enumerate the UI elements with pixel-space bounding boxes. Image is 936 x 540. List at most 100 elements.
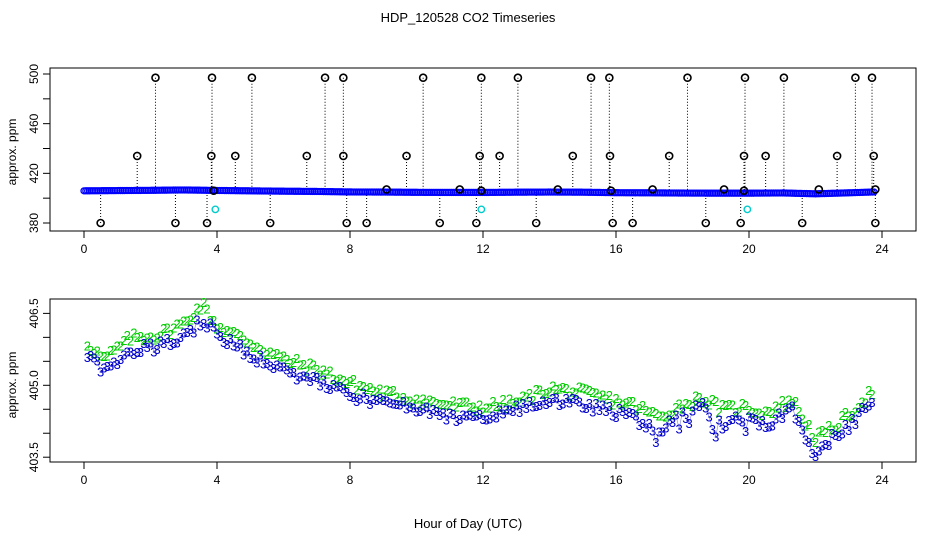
x-tick-label: 4 xyxy=(214,473,221,487)
series-2-point: 2 xyxy=(609,398,616,413)
series-3-point: 3 xyxy=(154,342,161,357)
series-2-point: 2 xyxy=(499,392,506,407)
series-2-point: 2 xyxy=(479,404,486,419)
series-3-point: 3 xyxy=(586,396,593,411)
x-tick-label: 8 xyxy=(347,473,354,487)
series-2-point: 2 xyxy=(712,394,719,409)
series-3-point: 3 xyxy=(277,359,284,374)
series-2-point: 2 xyxy=(792,394,799,409)
series-3-point: 3 xyxy=(366,397,373,412)
series-2-point: 2 xyxy=(745,403,752,418)
series-3-point: 3 xyxy=(755,419,762,434)
series-2-point: 2 xyxy=(227,324,234,339)
series-3-point: 3 xyxy=(862,401,869,416)
outlier-point xyxy=(475,151,484,161)
outlier-point xyxy=(418,73,428,83)
series-2-point: 2 xyxy=(237,328,244,343)
series-2-point: 2 xyxy=(193,300,200,315)
series-3-point: 3 xyxy=(579,401,586,416)
series-3-point: 3 xyxy=(629,406,636,421)
series-3-point: 3 xyxy=(173,336,180,351)
series-3-point: 3 xyxy=(539,393,546,408)
series-2-point: 2 xyxy=(290,355,297,370)
series-2-point: 2 xyxy=(403,394,410,409)
outlier-point xyxy=(230,151,240,161)
series-2-point: 2 xyxy=(316,368,323,383)
series-2-point: 2 xyxy=(669,408,676,423)
series-2-point: 2 xyxy=(213,321,220,336)
series-3-point: 3 xyxy=(732,408,739,423)
series-3-point: 3 xyxy=(360,386,367,401)
series-2-point: 2 xyxy=(536,382,543,397)
series-3-point: 3 xyxy=(283,362,290,377)
series-2-point: 2 xyxy=(858,394,865,409)
x-tick-label: 4 xyxy=(214,242,221,256)
series-2-point: 2 xyxy=(117,338,124,353)
series-2-point: 2 xyxy=(463,395,470,410)
series-3-point: 3 xyxy=(160,336,167,351)
top-y-axis-label: approx. ppm xyxy=(5,119,19,186)
series-3-point: 3 xyxy=(306,374,313,389)
outlier-point xyxy=(302,151,312,161)
series-3-point: 3 xyxy=(819,439,826,454)
series-3-point: 3 xyxy=(297,369,304,384)
bottom-x-axis: 0 4 8 12 16 20 24 xyxy=(81,462,889,487)
series-2-point: 2 xyxy=(396,393,403,408)
series-3-point: 3 xyxy=(479,412,486,427)
series-3-point: 3 xyxy=(516,405,523,420)
series-3-point: 3 xyxy=(416,404,423,419)
outlier-point xyxy=(869,151,878,161)
series-2-point: 2 xyxy=(134,330,141,345)
series-3-point: 3 xyxy=(130,347,137,362)
series-2-point: 2 xyxy=(446,398,453,413)
series-3-point: 3 xyxy=(213,326,220,341)
series-2-point: 2 xyxy=(356,378,363,393)
outlier-point xyxy=(832,151,842,161)
outlier-point xyxy=(362,218,371,228)
series-2-point: 2 xyxy=(632,403,639,418)
series-3-point: 3 xyxy=(356,391,363,406)
outlier-point xyxy=(209,186,218,196)
y-tick-label: 500 xyxy=(27,64,41,84)
series-3-point: 3 xyxy=(426,407,433,422)
series-2-point: 2 xyxy=(596,390,603,405)
series-3-point: 3 xyxy=(353,394,360,409)
series-3-point: 3 xyxy=(566,396,573,411)
series-2-point: 2 xyxy=(346,374,353,389)
series-3-point: 3 xyxy=(553,390,560,405)
series-3-point: 3 xyxy=(825,438,832,453)
outlier-point xyxy=(151,73,160,83)
series-3-point: 3 xyxy=(403,401,410,416)
series-2-point: 2 xyxy=(659,408,666,423)
series-3-point: 3 xyxy=(692,397,699,412)
series-3-point: 3 xyxy=(526,394,533,409)
series-2-point: 2 xyxy=(546,384,553,399)
series-3-point: 3 xyxy=(622,407,629,422)
series-3-point: 3 xyxy=(237,336,244,351)
series-3-point: 3 xyxy=(323,381,330,396)
series-2-point: 2 xyxy=(855,400,862,415)
outlier-point xyxy=(171,218,180,228)
series-3-point: 3 xyxy=(390,396,397,411)
series-3-point: 3 xyxy=(599,397,606,412)
series-3-point: 3 xyxy=(383,393,390,408)
series-2-point: 2 xyxy=(310,357,317,372)
series-2-point: 2 xyxy=(197,302,204,317)
series-2-point: 2 xyxy=(785,393,792,408)
series-2-point: 2 xyxy=(735,404,742,419)
series-3-point: 3 xyxy=(443,413,450,428)
series-3-point: 3 xyxy=(842,417,849,432)
series-3-point: 3 xyxy=(536,398,543,413)
series-2-point: 2 xyxy=(589,385,596,400)
series-2-point: 2 xyxy=(124,328,131,343)
series-3-point: 3 xyxy=(775,406,782,421)
series-2-point: 2 xyxy=(293,351,300,366)
series-3-point: 3 xyxy=(233,340,240,355)
series-3-point: 3 xyxy=(563,391,570,406)
series-2-point: 2 xyxy=(599,387,606,402)
series-3-point: 3 xyxy=(556,398,563,413)
series-3-point: 3 xyxy=(124,344,131,359)
outlier-point xyxy=(455,185,465,194)
series-3-point: 3 xyxy=(90,350,97,365)
series-3-point: 3 xyxy=(220,335,227,350)
